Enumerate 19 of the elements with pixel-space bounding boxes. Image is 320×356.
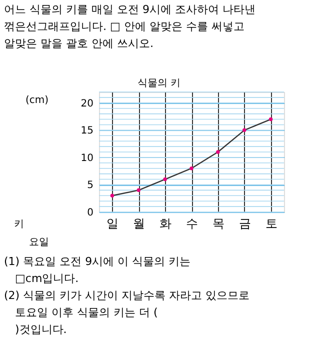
x-tick-label: 월: [133, 216, 146, 230]
x-axis-title: 요일: [29, 237, 49, 248]
text: 어느 식물의 키를 매일 오전 9시에 조사하여 나타낸 꺾은선그래프입니다. □ 안에 알맞은 수를 써넣고 알맞은 말을 괄호 안에 쓰시오.: [4, 3, 256, 50]
text: 키: [14, 219, 24, 230]
y-tick-label: 0: [87, 208, 94, 218]
chart-title: 식물의 키: [137, 78, 181, 89]
x-tick-label: 토: [265, 216, 278, 230]
x-tick-label: 화: [160, 216, 172, 230]
x-tick-label: 목: [212, 216, 224, 230]
y-tick-label: 20: [80, 98, 94, 110]
y-tick-label: 15: [80, 126, 94, 137]
x-tick-label: 금: [238, 216, 251, 230]
x-tick-label: 수: [186, 216, 198, 230]
text: (2) 식물의 키가 시간이 지날수록 자라고 있으므로 토요일 이후 식물의 키는 더 ( )것입니다.: [4, 289, 250, 336]
y-axis-title: (cm): [25, 95, 49, 106]
x-tick-label: 일: [106, 216, 119, 230]
text: (1) 목요일 오전 9시에 이 식물의 키는 □cm입니다.: [4, 255, 191, 285]
y-tick-label: 5: [87, 180, 94, 192]
y-tick-label: 10: [80, 152, 94, 164]
